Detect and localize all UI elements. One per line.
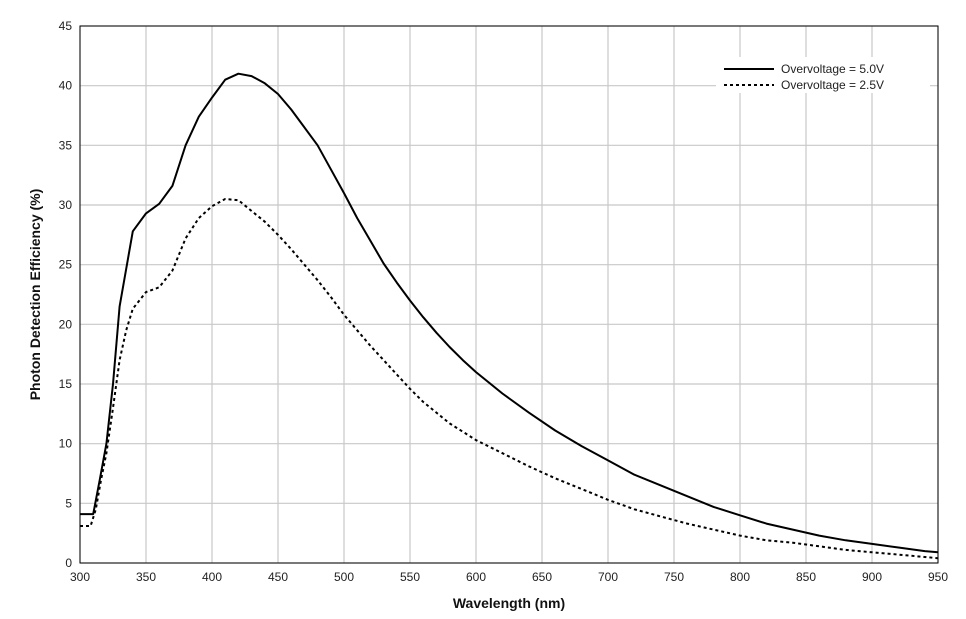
- x-tick-label-11: 850: [796, 570, 816, 584]
- series-lines: [80, 72, 939, 560]
- x-tick-label-5: 550: [400, 570, 420, 584]
- x-tick-label-9: 750: [664, 570, 684, 584]
- x-tick-label-7: 650: [532, 570, 552, 584]
- y-tick-label-1: 5: [65, 496, 72, 510]
- series-line-2: [80, 198, 939, 560]
- y-tick-labels: 0 5 10 15 20 25 30 35 40 45: [59, 19, 73, 570]
- x-tick-label-13: 950: [928, 570, 948, 584]
- y-axis-label: Photon Detection Efficiency (%): [27, 189, 43, 401]
- x-tick-label-4: 500: [334, 570, 354, 584]
- plot-frame: [79, 25, 939, 564]
- y-tick-label-2: 10: [59, 437, 73, 451]
- x-axis-label: Wavelength (nm): [453, 595, 565, 611]
- x-tick-label-10: 800: [730, 570, 750, 584]
- y-tick-label-4: 20: [59, 317, 73, 331]
- x-tick-label-12: 900: [862, 570, 882, 584]
- y-tick-label-7: 35: [59, 138, 73, 152]
- x-tick-label-2: 400: [202, 570, 222, 584]
- x-tick-label-6: 600: [466, 570, 486, 584]
- x-tick-labels: 300 350 400 450 500 550 600 650 700 750 800 850 900 9…: [70, 570, 948, 584]
- y-tick-label-6: 30: [59, 198, 73, 212]
- y-tick-label-8: 40: [59, 79, 73, 93]
- x-tick-label-1: 350: [136, 570, 156, 584]
- y-tick-label-9: 45: [59, 19, 73, 33]
- legend-label-series-1: Overvoltage = 5.0V: [781, 62, 884, 76]
- y-tick-label-5: 25: [59, 258, 73, 272]
- series-line-1: [80, 72, 939, 554]
- x-tick-label-0: 300: [70, 570, 90, 584]
- x-tick-label-3: 450: [268, 570, 288, 584]
- y-tick-label-3: 15: [59, 377, 73, 391]
- legend-background: [716, 57, 930, 93]
- x-tick-label-8: 700: [598, 570, 618, 584]
- legend: Overvoltage = 5.0V Overvoltage = 2.5V: [716, 57, 930, 93]
- legend-label-series-2: Overvoltage = 2.5V: [781, 78, 884, 92]
- grid: [79, 25, 939, 564]
- y-tick-label-0: 0: [65, 556, 72, 570]
